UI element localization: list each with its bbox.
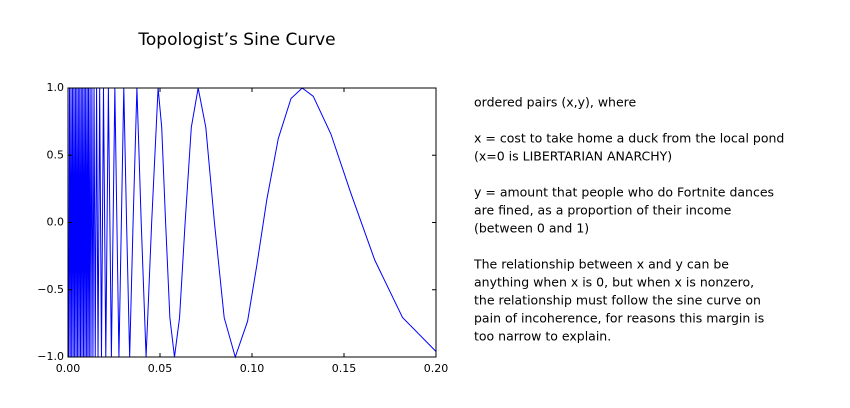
x-tick-label: 0.10 [240, 362, 265, 375]
chart-title: Topologist’s Sine Curve [137, 30, 335, 50]
x-tick-label: 0.05 [148, 362, 173, 375]
caption-line: (between 0 and 1) [474, 221, 589, 236]
x-tick-label: 0.00 [56, 362, 81, 375]
caption-line: y = amount that people who do Fortnite d… [474, 185, 774, 200]
y-tick-label: 1.0 [47, 81, 65, 94]
x-tick-label: 0.15 [332, 362, 357, 375]
caption-line: the relationship must follow the sine cu… [474, 293, 761, 308]
y-tick-label: −0.5 [37, 283, 64, 296]
y-tick-label: 0.5 [47, 148, 65, 161]
caption-line: ordered pairs (x,y), where [474, 95, 637, 110]
sine-curve [68, 87, 437, 359]
caption-line: are fined, as a proportion of their inco… [474, 203, 732, 218]
y-tick-label: −1.0 [37, 350, 64, 363]
x-tick-label: 0.20 [424, 362, 449, 375]
caption-line: x = cost to take home a duck from the lo… [474, 131, 784, 146]
caption-line: The relationship between x and y can be [473, 257, 729, 272]
caption-line: too narrow to explain. [474, 329, 611, 344]
caption-line: anything when x is 0, but when x is nonz… [474, 275, 754, 290]
y-tick-label: 0.0 [47, 216, 65, 229]
caption-line: pain of incoherence, for reasons this ma… [474, 311, 764, 326]
caption-line: (x=0 is LIBERTARIAN ANARCHY) [474, 149, 672, 164]
